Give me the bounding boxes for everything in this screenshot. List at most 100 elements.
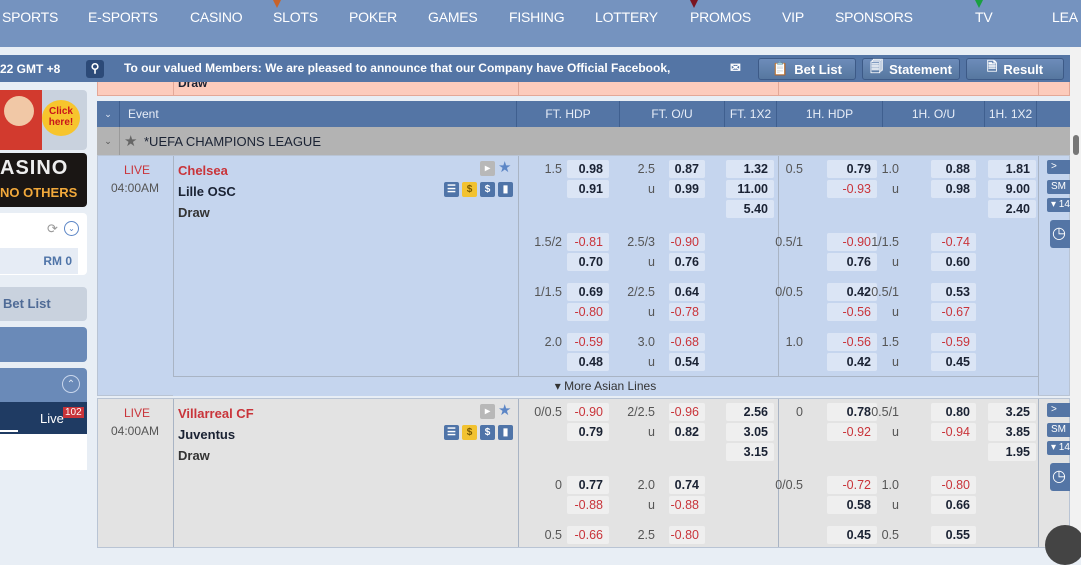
odds-h1-ou[interactable]: -0.67	[931, 303, 976, 321]
cash-out-icon[interactable]: $	[462, 182, 477, 197]
cash-out-icon[interactable]: $	[462, 425, 477, 440]
odds-ft-hdp[interactable]: 0.70	[567, 253, 609, 271]
odds-ft-hdp[interactable]: 0.91	[567, 180, 609, 198]
odds-ft-ou[interactable]: 0.82	[669, 423, 705, 441]
stats-icon[interactable]: ☰	[444, 425, 459, 440]
odds-h1-ou[interactable]: 0.98	[931, 180, 976, 198]
chart-icon[interactable]: ▮	[498, 425, 513, 440]
odds-ft-1x2[interactable]: 2.56	[726, 403, 774, 421]
nav-item-lea[interactable]: LEA	[1052, 9, 1078, 25]
odds-ft-ou[interactable]: 0.99	[669, 180, 705, 198]
odds-ft-ou[interactable]: -0.78	[669, 303, 705, 321]
sidebar-panel-collapsible[interactable]: ⌃	[0, 368, 87, 402]
refresh-icon[interactable]: ⟳	[47, 221, 58, 236]
odds-h1-ou[interactable]: -0.80	[931, 476, 976, 494]
odds-h1-hdp[interactable]: -0.93	[827, 180, 877, 198]
odds-ft-ou[interactable]: 0.54	[669, 353, 705, 371]
bet-list-button[interactable]: 📋 Bet List	[758, 58, 856, 80]
odds-ft-1x2[interactable]: 11.00	[726, 180, 774, 198]
nav-item-fishing[interactable]: FISHING	[509, 9, 565, 25]
odds-ft-1x2[interactable]: 1.32	[726, 160, 774, 178]
odds-ft-hdp[interactable]: -0.80	[567, 303, 609, 321]
mail-icon[interactable]: ✉	[730, 60, 741, 75]
stats-icon[interactable]: ☰	[444, 182, 459, 197]
odds-h1-hdp[interactable]: -0.90	[827, 233, 877, 251]
nav-item-vip[interactable]: VIP	[782, 9, 804, 25]
odds-h1-1x2[interactable]: 1.81	[988, 160, 1036, 178]
nav-item-lottery[interactable]: LOTTERY	[595, 9, 658, 25]
nav-item-slots[interactable]: SLOTS	[273, 9, 318, 25]
favorite-star-icon[interactable]: ★	[498, 402, 512, 419]
odds-ft-ou[interactable]: 0.64	[669, 283, 705, 301]
live-tab[interactable]: Live 102	[0, 402, 87, 434]
nav-item-poker[interactable]: POKER	[349, 9, 398, 25]
odds-ft-hdp[interactable]: -0.66	[567, 526, 609, 544]
odds-ft-hdp[interactable]: -0.88	[567, 496, 609, 514]
odds-ft-ou[interactable]: -0.96	[669, 403, 705, 421]
home-team[interactable]: Chelsea	[178, 163, 228, 178]
favorite-star-icon[interactable]: ★	[498, 159, 512, 176]
casino-banner[interactable]: ASINO NO OTHERS	[0, 153, 87, 207]
next-button[interactable]: >	[1047, 403, 1070, 417]
odds-h1-1x2[interactable]: 1.95	[988, 443, 1036, 461]
more-markets-button[interactable]: ▾ 14	[1047, 198, 1070, 212]
odds-h1-hdp[interactable]: -0.56	[827, 333, 877, 351]
history-icon[interactable]: ◷	[1050, 463, 1070, 491]
chevron-down-icon[interactable]: ⌄	[64, 221, 79, 236]
odds-h1-hdp[interactable]: 0.42	[827, 353, 877, 371]
collapse-all-icon[interactable]: ⌄	[97, 101, 120, 127]
sidebar-bet-list[interactable]: Bet List	[0, 287, 87, 321]
odds-h1-ou[interactable]: -0.59	[931, 333, 976, 351]
odds-ft-1x2[interactable]: 3.15	[726, 443, 774, 461]
odds-h1-hdp[interactable]: 0.79	[827, 160, 877, 178]
odds-ft-ou[interactable]: -0.88	[669, 496, 705, 514]
nav-item-tv[interactable]: TV	[975, 9, 993, 25]
odds-ft-hdp[interactable]: -0.59	[567, 333, 609, 351]
nav-item-e-sports[interactable]: E-SPORTS	[88, 9, 158, 25]
odds-ft-hdp[interactable]: -0.81	[567, 233, 609, 251]
odds-ft-ou[interactable]: -0.90	[669, 233, 705, 251]
history-icon[interactable]: ◷	[1050, 220, 1070, 248]
odds-ft-hdp[interactable]: -0.90	[567, 403, 609, 421]
odds-ft-ou[interactable]: -0.80	[669, 526, 705, 544]
result-button[interactable]: 🗎 Result	[966, 58, 1064, 80]
more-asian-lines-link[interactable]: ▾ More Asian Lines	[173, 376, 1038, 396]
odds-h1-hdp[interactable]: -0.56	[827, 303, 877, 321]
home-team[interactable]: Villarreal CF	[178, 406, 254, 421]
odds-ft-hdp[interactable]: 0.79	[567, 423, 609, 441]
sidebar-panel[interactable]	[0, 327, 87, 362]
dollar-icon[interactable]: $	[480, 182, 495, 197]
nav-item-sports[interactable]: SPORTS	[2, 9, 59, 25]
odds-ft-1x2[interactable]: 5.40	[726, 200, 774, 218]
odds-ft-1x2[interactable]: 3.05	[726, 423, 774, 441]
chart-icon[interactable]: ▮	[498, 182, 513, 197]
odds-h1-ou[interactable]: 0.88	[931, 160, 976, 178]
promo-banner[interactable]: Click here!	[0, 90, 87, 150]
page-scrollbar[interactable]	[1070, 47, 1081, 547]
league-row[interactable]: ⌄ ★ *UEFA CHAMPIONS LEAGUE	[97, 127, 1070, 155]
odds-h1-ou[interactable]: 0.60	[931, 253, 976, 271]
dollar-icon[interactable]: $	[480, 425, 495, 440]
odds-ft-hdp[interactable]: 0.69	[567, 283, 609, 301]
nav-item-casino[interactable]: CASINO	[190, 9, 243, 25]
nav-item-promos[interactable]: PROMOS	[690, 9, 752, 25]
sm-button[interactable]: SM	[1047, 423, 1070, 437]
odds-h1-hdp[interactable]: 0.76	[827, 253, 877, 271]
odds-h1-1x2[interactable]: 2.40	[988, 200, 1036, 218]
odds-ft-hdp[interactable]: 0.48	[567, 353, 609, 371]
odds-h1-ou[interactable]: 0.55	[931, 526, 976, 544]
statement-button[interactable]: 🗐 Statement	[862, 58, 960, 80]
odds-h1-ou[interactable]: 0.66	[931, 496, 976, 514]
announcement-marquee[interactable]: To our valued Members: We are pleased to…	[124, 61, 671, 75]
sm-button[interactable]: SM	[1047, 180, 1070, 194]
away-team[interactable]: Lille OSC	[178, 184, 236, 199]
odds-ft-ou[interactable]: -0.68	[669, 333, 705, 351]
odds-h1-hdp[interactable]: 0.58	[827, 496, 877, 514]
odds-h1-hdp[interactable]: -0.92	[827, 423, 877, 441]
odds-h1-hdp[interactable]: 0.78	[827, 403, 877, 421]
odds-ft-hdp[interactable]: 0.77	[567, 476, 609, 494]
nav-item-sponsors[interactable]: SPONSORS	[835, 9, 913, 25]
odds-h1-ou[interactable]: -0.94	[931, 423, 976, 441]
odds-ft-ou[interactable]: 0.87	[669, 160, 705, 178]
away-team[interactable]: Juventus	[178, 427, 236, 442]
